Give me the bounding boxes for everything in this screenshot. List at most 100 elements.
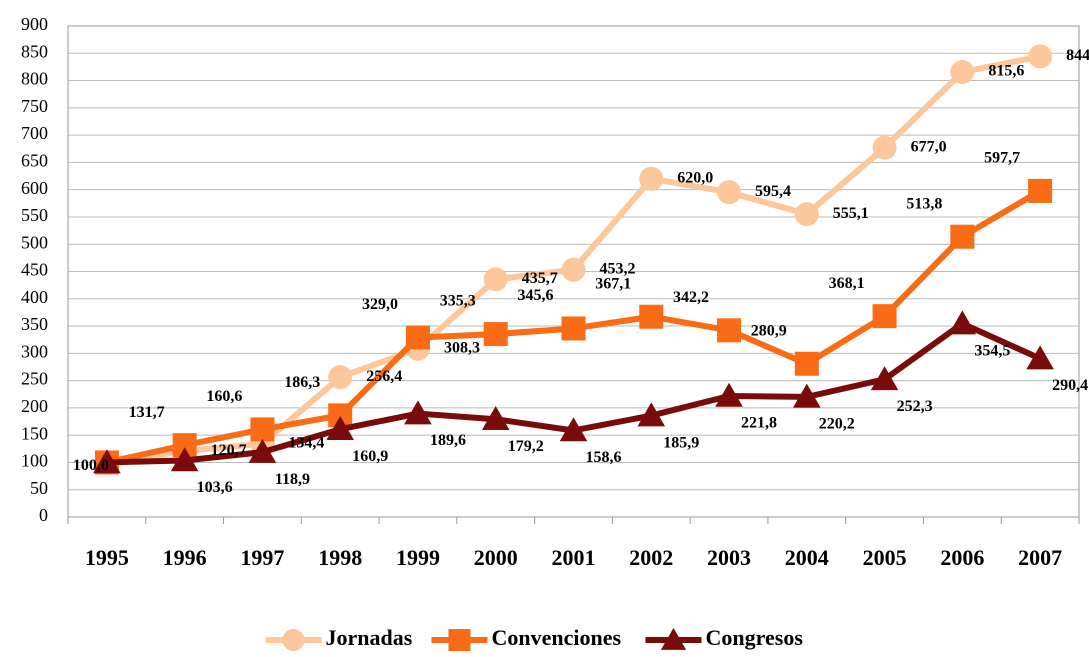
x-tick-label: 2002 [629, 545, 673, 570]
data-label: 435,7 [522, 270, 558, 287]
data-label: 308,3 [444, 339, 480, 356]
x-tick-label: 2003 [707, 545, 751, 570]
marker [950, 60, 975, 85]
marker [93, 449, 121, 474]
data-label: 280,9 [751, 322, 787, 339]
data-label: 252,3 [897, 398, 933, 415]
legend-label: Congresos [706, 625, 804, 650]
y-tick-label: 300 [21, 341, 48, 361]
x-tick-label: 2001 [552, 545, 596, 570]
data-label: 120,7 [211, 442, 247, 459]
series-line [106, 320, 1042, 466]
x-tick-label: 2000 [474, 545, 518, 570]
marker [639, 166, 664, 191]
data-label: 189,6 [430, 432, 466, 449]
marker [793, 383, 821, 408]
data-label: 368,1 [829, 275, 865, 292]
data-label: 815,6 [988, 63, 1024, 80]
data-label: 342,2 [673, 289, 709, 306]
marker [717, 180, 742, 205]
y-tick-label: 100 [21, 451, 48, 471]
data-label: 118,9 [275, 471, 310, 488]
marker [559, 417, 588, 442]
plot-border [67, 25, 1080, 518]
legend-label: Convenciones [492, 625, 622, 650]
marker [405, 325, 430, 350]
data-label: 513,8 [906, 195, 942, 212]
marker [561, 316, 586, 341]
x-tick-label: 2007 [1018, 545, 1062, 570]
y-tick-label: 900 [21, 14, 48, 34]
data-label: 103,6 [197, 479, 233, 496]
data-label: 453,2 [600, 260, 636, 277]
marker [872, 304, 897, 329]
data-label: 160,9 [352, 448, 388, 465]
marker [1026, 345, 1054, 370]
y-tick-label: 200 [21, 396, 48, 416]
data-label: 256,4 [366, 368, 402, 385]
data-label: 555,1 [833, 205, 869, 222]
y-tick-label: 550 [21, 205, 48, 225]
y-tick-label: 450 [21, 260, 48, 280]
marker [870, 366, 899, 391]
y-tick-label: 650 [21, 151, 48, 171]
x-tick-label: 1996 [163, 545, 207, 570]
data-label: 329,0 [362, 296, 398, 313]
x-tick-label: 2004 [785, 545, 829, 570]
data-label: 844,3 [1066, 47, 1089, 64]
marker [250, 417, 275, 442]
x-tick-label: 1995 [85, 545, 129, 570]
data-label: 100,0 [73, 457, 109, 474]
marker [448, 629, 471, 651]
marker [1028, 44, 1053, 69]
marker [794, 351, 819, 376]
marker [872, 135, 897, 160]
x-tick-label: 2006 [940, 545, 984, 570]
marker [561, 257, 586, 282]
marker [660, 627, 687, 650]
data-label: 220,2 [819, 416, 855, 433]
data-label: 134,4 [288, 434, 324, 451]
data-label: 367,1 [595, 275, 631, 292]
x-tick-label: 1997 [240, 545, 284, 570]
data-label: 597,7 [984, 150, 1020, 167]
marker [715, 382, 743, 407]
y-tick-label: 850 [21, 41, 48, 61]
data-label: 595,4 [755, 183, 791, 200]
y-tick-label: 350 [21, 314, 48, 334]
marker [328, 365, 353, 390]
marker [950, 224, 975, 249]
data-label: 185,9 [663, 434, 699, 451]
marker [717, 318, 742, 343]
legend-label: Jornadas [326, 625, 413, 650]
marker [404, 400, 432, 425]
y-tick-label: 0 [39, 505, 48, 525]
data-label: 160,6 [206, 388, 242, 405]
marker [483, 322, 508, 347]
y-tick-label: 50 [30, 478, 48, 498]
data-label: 620,0 [677, 169, 713, 186]
marker [948, 310, 977, 335]
x-tick-label: 1999 [396, 545, 440, 570]
marker [326, 416, 354, 441]
y-tick-label: 750 [21, 96, 48, 116]
data-label: 345,6 [518, 287, 554, 304]
marker [483, 267, 508, 292]
y-tick-label: 500 [21, 232, 48, 252]
data-label: 131,7 [129, 404, 165, 421]
y-tick-label: 150 [21, 423, 48, 443]
marker [637, 402, 666, 427]
data-label: 221,8 [741, 415, 777, 432]
marker [248, 438, 277, 463]
y-tick-label: 600 [21, 178, 48, 198]
y-tick-label: 800 [21, 69, 48, 89]
data-label: 335,3 [440, 293, 476, 310]
x-tick-label: 2005 [863, 545, 907, 570]
x-tick-label: 1998 [318, 545, 362, 570]
marker [1028, 178, 1053, 203]
data-label: 158,6 [586, 449, 622, 466]
marker [282, 629, 305, 651]
marker [481, 406, 510, 431]
marker [639, 304, 664, 329]
